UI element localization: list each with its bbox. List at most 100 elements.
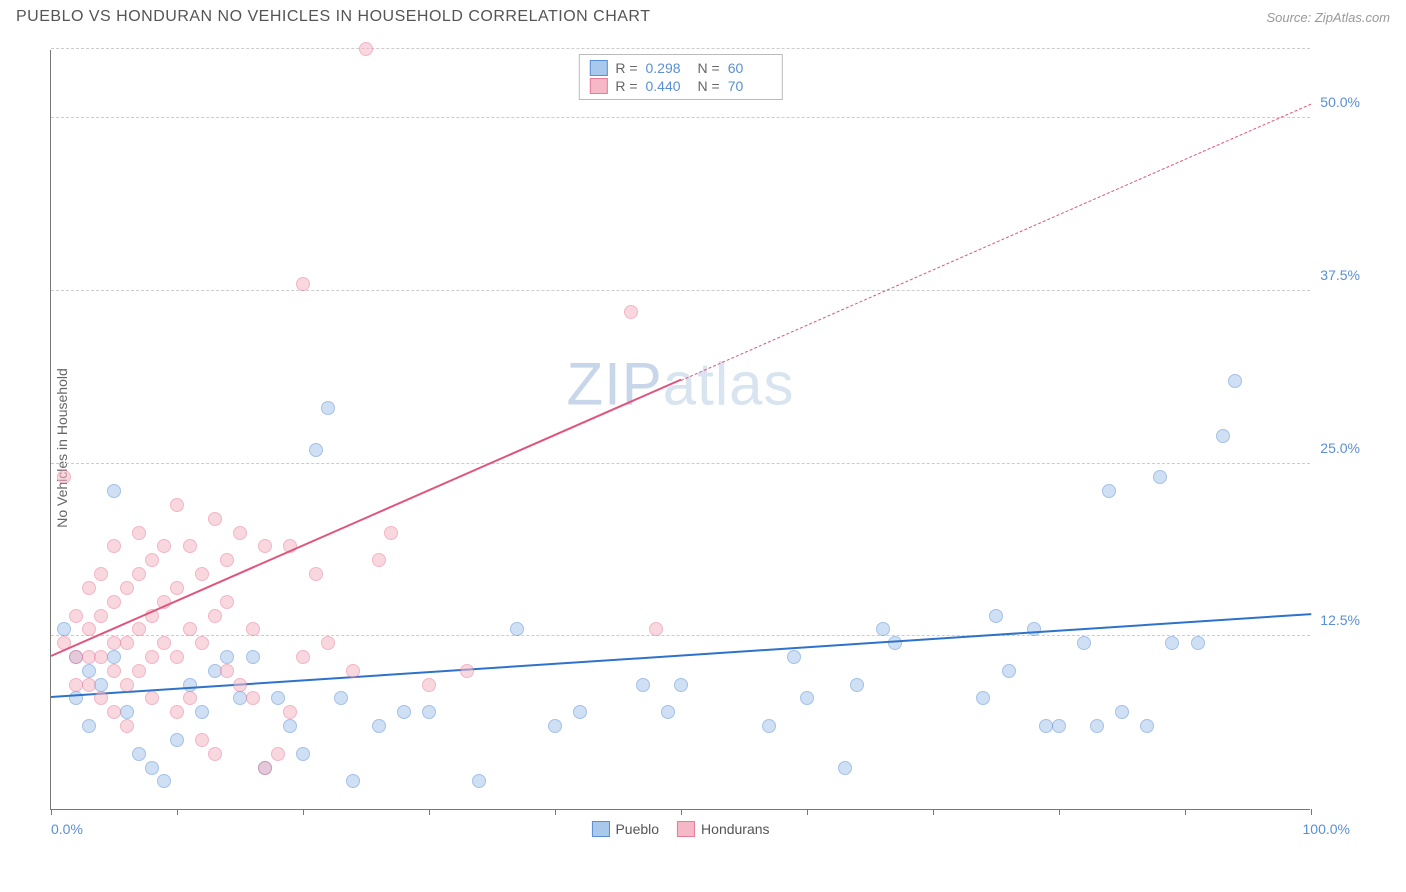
scatter-plot: ZIPatlas R = 0.298 N = 60 R = 0.440 N = … [50, 50, 1310, 810]
data-point [82, 581, 96, 595]
data-point [233, 526, 247, 540]
data-point [1191, 636, 1205, 650]
x-tick [1185, 809, 1186, 815]
data-point [296, 277, 310, 291]
data-point [422, 705, 436, 719]
data-point [157, 774, 171, 788]
x-axis-start-label: 0.0% [51, 821, 83, 837]
y-tick-label: 12.5% [1320, 612, 1360, 628]
data-point [233, 678, 247, 692]
data-point [283, 705, 297, 719]
x-tick [933, 809, 934, 815]
data-point [296, 650, 310, 664]
data-point [107, 664, 121, 678]
data-point [145, 553, 159, 567]
n-value-hondurans: 70 [728, 78, 772, 94]
x-tick [429, 809, 430, 815]
data-point [624, 305, 638, 319]
data-point [82, 622, 96, 636]
x-tick [177, 809, 178, 815]
x-tick [681, 809, 682, 815]
legend-row-pueblo: R = 0.298 N = 60 [589, 59, 771, 77]
data-point [271, 747, 285, 761]
data-point [1153, 470, 1167, 484]
data-point [1002, 664, 1016, 678]
data-point [208, 512, 222, 526]
swatch-pueblo-icon [589, 60, 607, 76]
data-point [94, 678, 108, 692]
data-point [94, 650, 108, 664]
data-point [220, 553, 234, 567]
trendline [681, 103, 1311, 380]
data-point [57, 470, 71, 484]
x-tick [1311, 809, 1312, 815]
data-point [94, 567, 108, 581]
r-value-hondurans: 0.440 [646, 78, 690, 94]
data-point [472, 774, 486, 788]
data-point [145, 691, 159, 705]
swatch-pueblo-icon [591, 821, 609, 837]
r-value-pueblo: 0.298 [646, 60, 690, 76]
data-point [372, 719, 386, 733]
data-point [271, 691, 285, 705]
data-point [1228, 374, 1242, 388]
legend-row-hondurans: R = 0.440 N = 70 [589, 77, 771, 95]
data-point [1165, 636, 1179, 650]
data-point [636, 678, 650, 692]
n-label: N = [698, 60, 720, 76]
data-point [132, 664, 146, 678]
y-tick-label: 25.0% [1320, 440, 1360, 456]
data-point [661, 705, 675, 719]
data-point [321, 636, 335, 650]
data-point [170, 581, 184, 595]
legend-label-hondurans: Hondurans [701, 821, 770, 837]
data-point [220, 595, 234, 609]
data-point [145, 761, 159, 775]
data-point [107, 650, 121, 664]
data-point [145, 650, 159, 664]
legend-item-pueblo: Pueblo [591, 821, 659, 837]
data-point [195, 705, 209, 719]
data-point [397, 705, 411, 719]
watermark: ZIPatlas [566, 349, 794, 418]
data-point [976, 691, 990, 705]
data-point [1027, 622, 1041, 636]
data-point [107, 539, 121, 553]
r-label: R = [615, 78, 637, 94]
legend-label-pueblo: Pueblo [615, 821, 659, 837]
data-point [132, 526, 146, 540]
data-point [548, 719, 562, 733]
data-point [183, 622, 197, 636]
n-value-pueblo: 60 [728, 60, 772, 76]
data-point [1140, 719, 1154, 733]
data-point [1077, 636, 1091, 650]
data-point [107, 484, 121, 498]
data-point [195, 567, 209, 581]
data-point [195, 636, 209, 650]
data-point [183, 678, 197, 692]
swatch-hondurans-icon [677, 821, 695, 837]
data-point [220, 650, 234, 664]
gridline [51, 290, 1310, 291]
data-point [107, 705, 121, 719]
data-point [1115, 705, 1129, 719]
x-tick [51, 809, 52, 815]
r-label: R = [615, 60, 637, 76]
data-point [94, 691, 108, 705]
data-point [82, 664, 96, 678]
data-point [246, 650, 260, 664]
data-point [82, 678, 96, 692]
data-point [170, 705, 184, 719]
data-point [157, 636, 171, 650]
data-point [120, 581, 134, 595]
data-point [69, 609, 83, 623]
data-point [170, 650, 184, 664]
data-point [208, 747, 222, 761]
data-point [787, 650, 801, 664]
data-point [107, 595, 121, 609]
swatch-hondurans-icon [589, 78, 607, 94]
data-point [120, 678, 134, 692]
data-point [132, 567, 146, 581]
trendline [51, 379, 682, 657]
x-tick [303, 809, 304, 815]
